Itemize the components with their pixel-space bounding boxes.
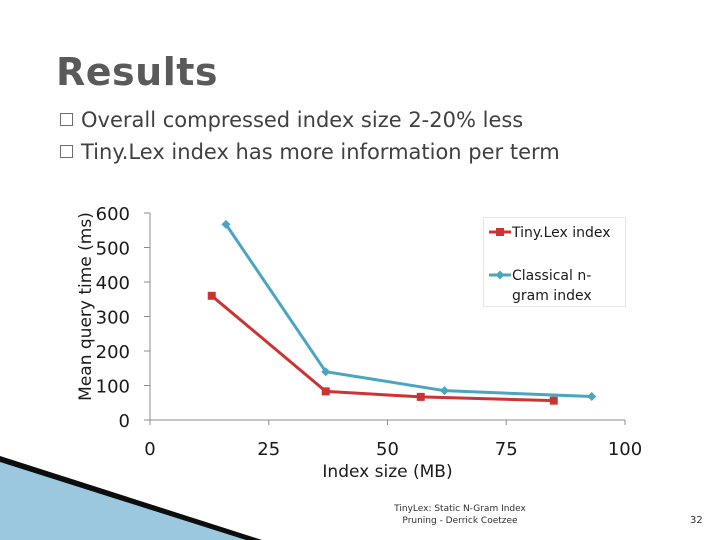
y-tick-label: 500 xyxy=(96,239,130,260)
x-tick-label: 75 xyxy=(495,439,518,460)
y-tick-label: 100 xyxy=(96,377,130,398)
bullet-text: Overall compressed index size 2-20% less xyxy=(81,108,524,132)
legend-label-classical: Classical n-gram index xyxy=(512,268,592,304)
y-tick-label: 600 xyxy=(96,204,130,225)
legend-label-tinylex: Tiny.Lex index xyxy=(511,225,611,241)
y-tick-label: 300 xyxy=(96,308,130,329)
x-axis-title: Index size (MB) xyxy=(322,462,452,482)
x-tick-label: 25 xyxy=(257,439,280,460)
y-tick-label: 200 xyxy=(96,342,130,363)
bullet-item: Overall compressed index size 2-20% less xyxy=(60,104,560,136)
y-tick-label: 0 xyxy=(119,411,130,432)
decorative-swoosh-dark xyxy=(0,456,262,540)
bullet-list: Overall compressed index size 2-20% less… xyxy=(60,104,560,168)
series-line-classical xyxy=(224,223,592,399)
data-point-classical xyxy=(221,219,231,229)
footer-line-1: TinyLex: Static N-Gram Index xyxy=(394,504,526,514)
x-tick-label: 0 xyxy=(144,439,155,460)
x-tick-label: 100 xyxy=(608,439,642,460)
data-point-classical xyxy=(587,392,597,402)
footer-line-2: Pruning - Derrick Coetzee xyxy=(402,516,518,526)
footer-caption: TinyLex: Static N-Gram Index Pruning - D… xyxy=(360,503,560,527)
y-axis-title: Mean query time (ms) xyxy=(76,212,96,401)
data-point-tinylex xyxy=(416,392,425,401)
data-point-classical xyxy=(321,367,331,377)
checkbox-bullet-icon xyxy=(60,112,73,126)
data-point-classical xyxy=(440,386,449,396)
y-tick-label: 400 xyxy=(96,273,130,294)
bullet-item: Tiny.Lex index has more information per … xyxy=(60,136,560,168)
x-tick-label: 50 xyxy=(376,439,399,460)
data-point-tinylex xyxy=(321,387,330,396)
legend-marker-classical xyxy=(495,270,505,280)
bullet-text: Tiny.Lex index has more information per … xyxy=(81,140,560,164)
data-point-tinylex xyxy=(207,291,216,300)
page-number: 32 xyxy=(690,515,703,526)
slide-title: Results xyxy=(56,50,219,94)
legend-marker-tinylex xyxy=(496,228,504,236)
data-point-tinylex xyxy=(549,396,558,405)
series-line-tinylex xyxy=(210,294,554,403)
checkbox-bullet-icon xyxy=(60,144,73,158)
